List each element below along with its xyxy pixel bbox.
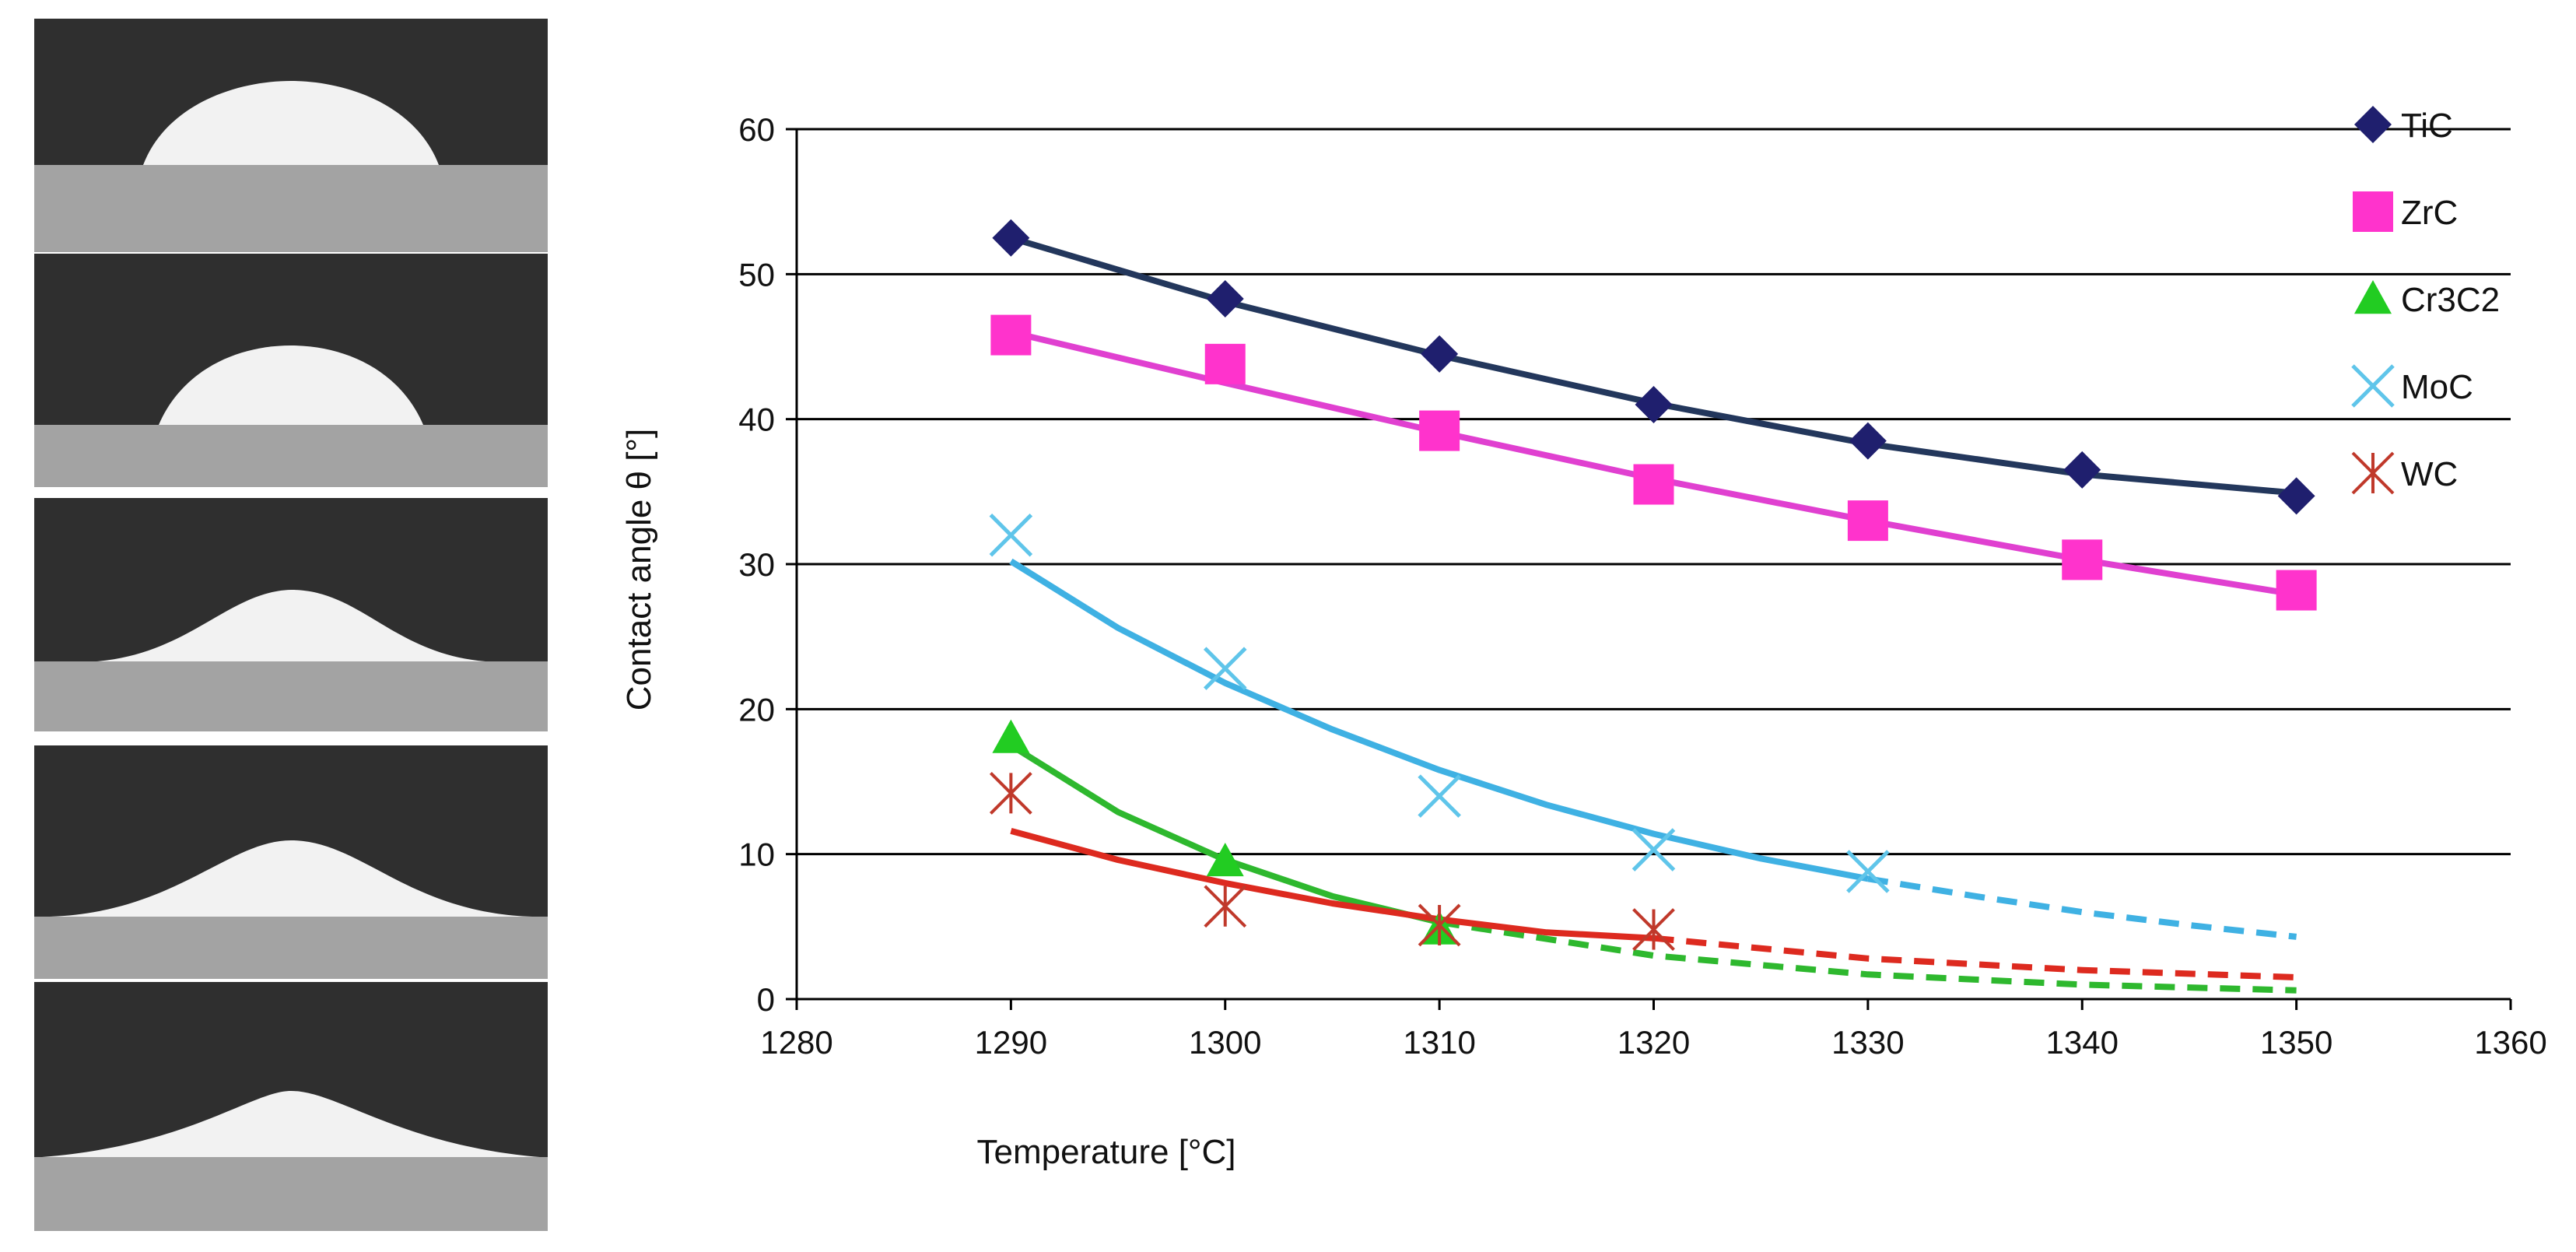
axes — [786, 128, 2512, 1010]
substrate — [34, 425, 548, 487]
data-point-MoC — [1631, 828, 1676, 871]
y-tick-label: 30 — [738, 546, 775, 583]
data-point-ZrC — [2276, 570, 2317, 611]
fit-line-MoC — [1009, 558, 1869, 882]
y-axis-label: Contact angle θ [°] — [620, 429, 658, 710]
data-point-TiC — [1421, 335, 1459, 373]
data-point-MoC — [1203, 647, 1247, 690]
y-tick-label: 10 — [738, 836, 775, 873]
y-tick-label: 20 — [738, 691, 775, 728]
data-point-TiC — [1206, 280, 1244, 318]
data-point-Cr3C2 — [992, 719, 1030, 753]
legend: TiC ZrC Cr3C2 MoC WC — [2351, 106, 2500, 495]
data-point-WC — [1418, 903, 1461, 947]
legend-label: ZrC — [2401, 194, 2458, 232]
legend-marker-Cr3C2 — [2354, 280, 2392, 314]
x-tick-label: 1310 — [1403, 1024, 1475, 1061]
x-tick-label: 1320 — [1617, 1024, 1690, 1061]
legend-item-WC: WC — [2351, 451, 2458, 495]
data-point-Cr3C2 — [1206, 842, 1244, 877]
legend-item-MoC: MoC — [2351, 364, 2473, 408]
data-point-WC — [1204, 885, 1247, 928]
data-point-ZrC — [990, 314, 1032, 356]
legend-label: MoC — [2401, 368, 2473, 406]
substrate — [34, 1157, 548, 1231]
fit-line-TiC — [1010, 234, 2297, 496]
droplet-shape — [42, 1091, 540, 1157]
legend-marker-MoC — [2351, 364, 2395, 408]
data-point-WC — [1632, 908, 1675, 951]
substrate — [34, 165, 548, 252]
data-point-MoC — [1418, 774, 1461, 818]
data-point-TiC — [2277, 477, 2315, 515]
x-tick-label: 1360 — [2474, 1024, 2546, 1061]
droplet-photo — [34, 498, 548, 731]
x-tick-label: 1330 — [1831, 1024, 1904, 1061]
x-tick-label: 1340 — [2046, 1024, 2119, 1061]
data-point-MoC — [1846, 850, 1890, 893]
substrate — [34, 661, 548, 731]
legend-item-ZrC: ZrC — [2353, 191, 2458, 232]
y-tick-label: 50 — [738, 256, 775, 293]
data-point-ZrC — [1633, 464, 1674, 505]
data-point-ZrC — [1847, 500, 1888, 542]
x-tick-label: 1290 — [975, 1024, 1047, 1061]
fit-line-ZrC — [1010, 329, 2297, 598]
droplet-shape — [50, 840, 532, 917]
x-tick-labels: 1280 1290 1300 1310 1320 1330 1340 1350 1360 — [760, 1024, 2546, 1061]
data-point-TiC — [1849, 422, 1887, 460]
substrate — [34, 917, 548, 979]
data-point-TiC — [1635, 386, 1673, 424]
legend-label: Cr3C2 — [2401, 281, 2500, 319]
legend-marker-WC — [2351, 451, 2395, 495]
data-point-ZrC — [1204, 343, 1246, 384]
legend-marker-ZrC — [2353, 191, 2393, 232]
droplet-photo — [34, 254, 548, 487]
x-tick-label: 1350 — [2260, 1024, 2332, 1061]
droplet-photo — [34, 19, 548, 252]
data-point-ZrC — [2062, 539, 2103, 580]
data-markers — [989, 219, 2317, 951]
droplet-photo — [34, 982, 548, 1231]
grid-lines — [797, 128, 2511, 856]
fit-lines — [1009, 234, 2297, 994]
droplet-shape — [159, 345, 423, 425]
fit-line-dashed-Cr3C2 — [1439, 919, 2297, 994]
legend-marker-TiC — [2354, 106, 2392, 143]
x-tick-label: 1280 — [760, 1024, 832, 1061]
droplet-shape — [96, 590, 485, 661]
data-point-TiC — [2063, 451, 2101, 489]
fit-line-dashed-MoC — [1867, 875, 2297, 940]
x-tick-label: 1300 — [1189, 1024, 1261, 1061]
fit-line-WC — [1010, 828, 1654, 942]
legend-item-Cr3C2: Cr3C2 — [2354, 280, 2500, 319]
data-point-WC — [989, 771, 1032, 815]
data-point-ZrC — [1419, 410, 1460, 451]
data-point-TiC — [992, 219, 1030, 257]
x-axis-label: Temperature [°C] — [976, 1133, 1235, 1171]
y-tick-label: 60 — [738, 111, 775, 148]
y-tick-label: 40 — [738, 402, 775, 438]
legend-label: TiC — [2401, 107, 2453, 145]
fit-line-dashed-WC — [1653, 935, 2297, 980]
droplet-shape — [143, 81, 439, 165]
y-tick-label: 0 — [757, 981, 775, 1018]
droplet-photo — [34, 745, 548, 979]
y-tick-labels: 0 10 20 30 40 50 60 — [738, 111, 775, 1018]
data-point-MoC — [989, 513, 1033, 557]
legend-item-TiC: TiC — [2354, 106, 2453, 145]
legend-label: WC — [2401, 455, 2458, 493]
